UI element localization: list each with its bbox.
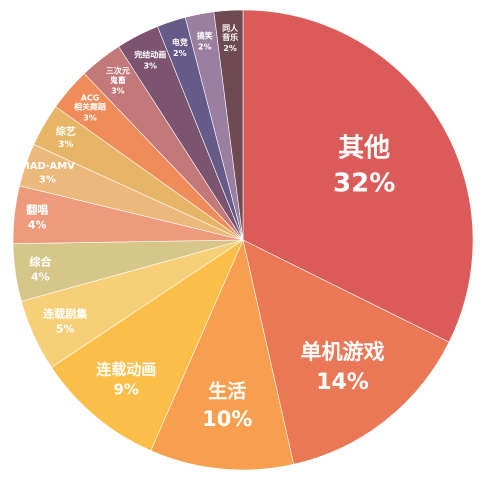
slice-value-label: 9% bbox=[113, 381, 138, 399]
slice-label: 连载动画 bbox=[96, 360, 156, 378]
slice-label: 搞笑 bbox=[197, 31, 213, 41]
slice-value-label: 4% bbox=[28, 218, 47, 231]
slice-label: MAD·AMV bbox=[20, 161, 75, 172]
pie-slice bbox=[242, 239, 450, 465]
slice-value-label: 3% bbox=[39, 175, 56, 186]
slice-label-group: 其他 32% bbox=[333, 133, 395, 198]
slice-label: 完结动画 bbox=[134, 49, 166, 59]
slice-value-label: 3% bbox=[111, 87, 125, 96]
slice-label: 综艺 bbox=[56, 125, 76, 138]
pie-slice bbox=[242, 9, 474, 343]
slice-value-label: 2% bbox=[198, 42, 212, 51]
slice-label-group: MAD·AMV 3% bbox=[20, 161, 75, 186]
slice-label-group: 连载动画 9% bbox=[96, 360, 156, 398]
slice-label: 单机游戏 bbox=[301, 340, 385, 364]
slice-value-label: 5% bbox=[56, 322, 75, 335]
slice-label-group: 翻唱 4% bbox=[26, 202, 48, 231]
slice-label-group: 完结动画 3% bbox=[134, 49, 166, 70]
slice-value-label: 3% bbox=[83, 113, 97, 122]
slice-value-label: 3% bbox=[143, 61, 157, 70]
slice-label: 三次元 bbox=[106, 66, 130, 76]
slice-label-group: 电竞 2% bbox=[172, 37, 188, 58]
slice-label-group: 综合4% bbox=[29, 255, 52, 284]
slice-label: 鬼畜 bbox=[110, 75, 126, 85]
slice-label: ACG bbox=[81, 93, 100, 102]
slice-value-label: 10% bbox=[202, 407, 252, 431]
pie-slice bbox=[51, 239, 244, 452]
slice-value-label: 14% bbox=[316, 370, 369, 395]
slice-label: 其他 bbox=[338, 133, 390, 163]
slice-value-label: 32% bbox=[333, 168, 395, 198]
slice-label-group: 单机游戏 14% bbox=[301, 340, 385, 395]
slice-label: 同人 bbox=[222, 23, 239, 33]
slice-label-group: 生活 10% bbox=[202, 379, 252, 430]
slice-label: 翻唱 bbox=[26, 202, 48, 216]
slice-label-group: 综艺 3% bbox=[56, 125, 76, 150]
slice-label-group: 搞笑2% bbox=[197, 31, 213, 52]
slice-label: 音乐 bbox=[222, 32, 238, 42]
pie-slice bbox=[150, 239, 295, 471]
slice-label: 相关舞蹈 bbox=[74, 101, 106, 111]
slice-value-label: 2% bbox=[173, 49, 187, 58]
slice-label: 综合 bbox=[29, 255, 52, 269]
pie-slice bbox=[213, 9, 244, 241]
slice-value-label: 3% bbox=[58, 140, 73, 150]
slice-value-label: 4% bbox=[31, 270, 50, 283]
slice-label: 生活 bbox=[208, 379, 246, 402]
slice-value-label: 2% bbox=[223, 44, 237, 53]
slice-label: 电竞 bbox=[172, 37, 188, 47]
slice-label: 连载剧集 bbox=[43, 307, 88, 321]
